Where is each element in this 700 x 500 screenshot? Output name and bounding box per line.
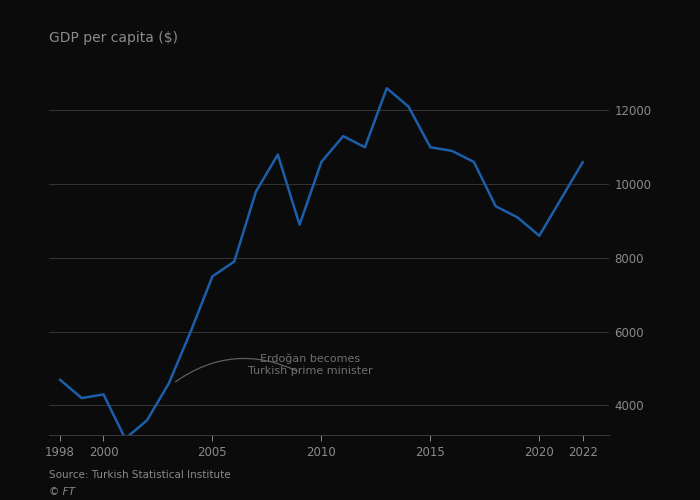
Text: GDP per capita ($): GDP per capita ($) bbox=[49, 31, 178, 45]
Text: Erdoğan becomes
Turkish prime minister: Erdoğan becomes Turkish prime minister bbox=[248, 354, 373, 376]
Text: Source: Turkish Statistical Institute: Source: Turkish Statistical Institute bbox=[49, 470, 230, 480]
Text: © FT: © FT bbox=[49, 487, 75, 497]
